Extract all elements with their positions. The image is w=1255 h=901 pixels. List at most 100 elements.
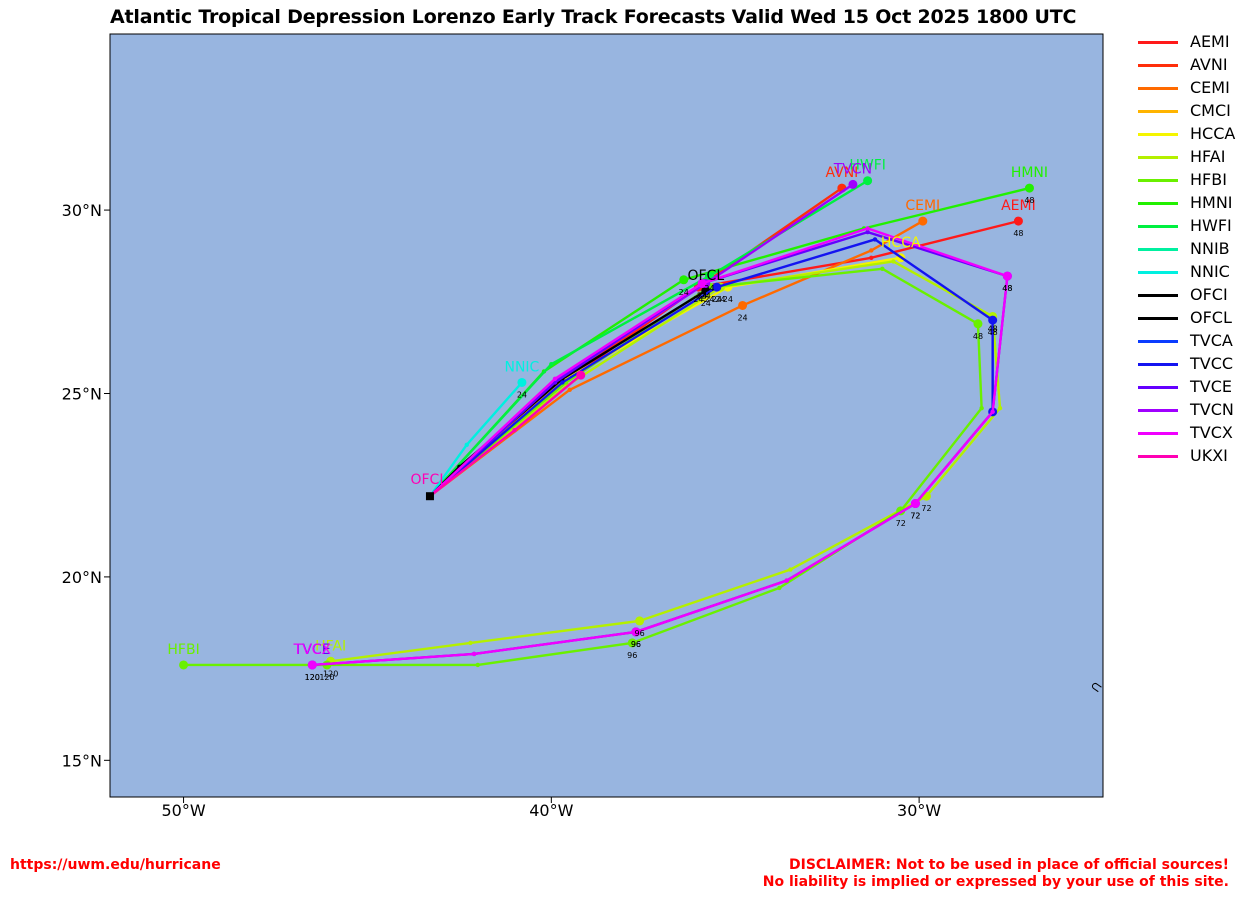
forecast-hour-label: 72 bbox=[910, 512, 920, 521]
legend-swatch bbox=[1138, 156, 1178, 159]
legend-label: TVCX bbox=[1190, 423, 1233, 442]
track-end-label: NNIC bbox=[504, 359, 539, 375]
track-cemi bbox=[429, 216, 928, 498]
legend-label: TVCC bbox=[1190, 354, 1234, 373]
legend-swatch bbox=[1138, 317, 1178, 320]
legend-swatch bbox=[1138, 110, 1178, 113]
legend-swatch bbox=[1138, 294, 1178, 297]
forecast-hour-label: 96 bbox=[631, 640, 641, 649]
track-nnic bbox=[428, 377, 527, 497]
legend-label: OFCI bbox=[1190, 285, 1228, 304]
forecast-hour-label: 96 bbox=[635, 629, 645, 638]
track-point bbox=[471, 651, 477, 657]
forecast-hour-label: 96 bbox=[627, 651, 637, 660]
forecast-hour-label: 24 bbox=[693, 295, 703, 304]
legend-swatch bbox=[1138, 179, 1178, 182]
y-tick-label: 15°N bbox=[62, 751, 102, 770]
legend-label: UKXI bbox=[1190, 446, 1228, 465]
forecast-hour-label: 24 bbox=[712, 295, 722, 304]
chart-title: Atlantic Tropical Depression Lorenzo Ear… bbox=[110, 6, 1077, 28]
forecast-hour-label: 72 bbox=[921, 504, 931, 513]
legend-label: HMNI bbox=[1190, 193, 1233, 212]
track-tvcx bbox=[307, 226, 1012, 670]
track-point bbox=[880, 266, 885, 271]
track-point bbox=[979, 405, 984, 411]
track-point bbox=[549, 361, 554, 367]
map-frame bbox=[109, 33, 1104, 798]
legend-swatch bbox=[1138, 455, 1178, 458]
x-tick-label: 30°W bbox=[897, 801, 941, 820]
forecast-hour-label: 48 bbox=[988, 324, 998, 333]
legend-label: OFCL bbox=[1190, 308, 1232, 327]
forecast-hour-label: 24 bbox=[679, 288, 689, 297]
track-end-label: HFAI bbox=[315, 638, 346, 654]
start-point bbox=[425, 492, 434, 501]
track-end-label: HCCA bbox=[881, 235, 921, 251]
legend-label: AEMI bbox=[1190, 32, 1230, 51]
legend-swatch bbox=[1138, 64, 1178, 67]
forecast-hour-label: 48 bbox=[1002, 284, 1012, 293]
track-point bbox=[576, 370, 586, 380]
legend-swatch bbox=[1138, 133, 1178, 136]
track-point bbox=[788, 567, 793, 572]
forecast-hour-label: 48 bbox=[988, 328, 998, 337]
track-end-label: CEMI bbox=[905, 198, 940, 214]
legend-swatch bbox=[1138, 248, 1178, 251]
legend-swatch bbox=[1138, 363, 1178, 366]
forecast-hour-label: 120 bbox=[305, 673, 320, 682]
forecast-hour-label: 24 bbox=[704, 284, 714, 293]
forecast-hour-label: 24 bbox=[697, 291, 707, 300]
track-end-label: TVCX bbox=[293, 642, 332, 658]
footer-disclaimer: DISCLAIMER: Not to be used in place of o… bbox=[763, 857, 1229, 891]
track-point bbox=[697, 278, 707, 288]
track-point bbox=[631, 627, 641, 637]
forecast-hour-label: 48 bbox=[973, 332, 983, 341]
track-line bbox=[429, 238, 994, 498]
forecast-hour-label: 48 bbox=[1002, 284, 1012, 293]
track-point bbox=[869, 255, 874, 260]
track-point bbox=[635, 616, 645, 626]
track-point bbox=[567, 387, 572, 393]
track-end-label: AVNI bbox=[825, 165, 858, 181]
track-point bbox=[1002, 271, 1012, 281]
track-point bbox=[872, 237, 878, 242]
forecast-hour-label: 24 bbox=[697, 291, 707, 300]
forecast-hour-label: 120 bbox=[305, 673, 320, 682]
legend-label: TVCA bbox=[1190, 331, 1233, 350]
forecast-hour-label: 72 bbox=[896, 519, 906, 528]
track-point bbox=[679, 275, 689, 285]
legend-swatch bbox=[1138, 409, 1178, 412]
forecast-hour-label: 24 bbox=[737, 313, 747, 322]
track-point bbox=[475, 662, 480, 668]
track-point bbox=[988, 315, 998, 325]
track-point bbox=[990, 409, 995, 415]
track-point bbox=[997, 405, 1003, 411]
legend-label: NNIC bbox=[1190, 262, 1230, 281]
forecast-hour-label: 120 bbox=[323, 669, 338, 678]
forecast-hour-label: 96 bbox=[631, 640, 641, 649]
legend-label: HFAI bbox=[1190, 147, 1226, 166]
disclaimer-line-2: No liability is implied or expressed by … bbox=[762, 874, 1229, 890]
forecast-hour-label: 48 bbox=[1024, 196, 1034, 205]
track-end-label: TVCE bbox=[293, 642, 331, 658]
track-point bbox=[552, 376, 558, 382]
ocean-background bbox=[110, 34, 1103, 797]
legend-swatch bbox=[1138, 87, 1178, 90]
legend-swatch bbox=[1138, 202, 1178, 205]
disclaimer-line-1: DISCLAIMER: Not to be used in place of o… bbox=[788, 857, 1229, 873]
track-point bbox=[973, 319, 983, 329]
y-tick-label: 25°N bbox=[62, 384, 102, 403]
forecast-hour-label: 24 bbox=[704, 295, 714, 304]
legend-label: HCCA bbox=[1190, 124, 1236, 143]
track-end-label: HWFI bbox=[849, 158, 886, 174]
track-point bbox=[784, 578, 789, 583]
start-label: OFCI bbox=[410, 472, 443, 488]
legend-swatch bbox=[1138, 271, 1178, 274]
forecast-hour-label: 24 bbox=[715, 295, 725, 304]
footer-url-link[interactable]: https://uwm.edu/hurricane bbox=[10, 857, 221, 873]
forecast-hour-label: 120 bbox=[319, 673, 334, 682]
track-point bbox=[1024, 183, 1034, 193]
forecast-hour-label: 24 bbox=[517, 390, 527, 399]
legend-label: HFBI bbox=[1190, 170, 1227, 189]
legend-label: HWFI bbox=[1190, 216, 1232, 235]
